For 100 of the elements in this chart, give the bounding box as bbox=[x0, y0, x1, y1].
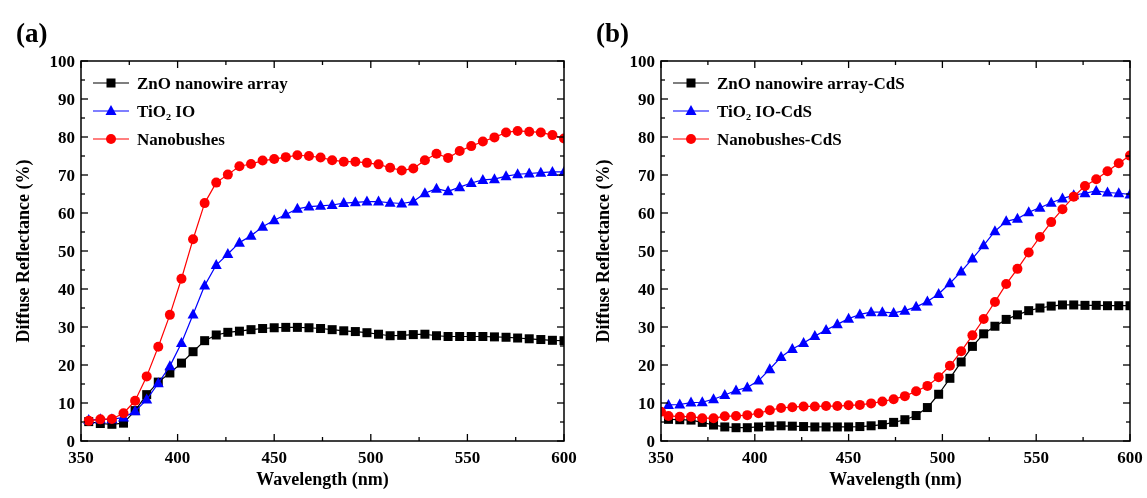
x-tick-label: 350 bbox=[648, 448, 674, 467]
point bbox=[442, 185, 454, 196]
point bbox=[967, 330, 978, 341]
point bbox=[373, 159, 384, 170]
point bbox=[176, 358, 186, 368]
point bbox=[187, 308, 199, 319]
point bbox=[674, 411, 685, 422]
x-tick-label: 400 bbox=[742, 448, 768, 467]
point bbox=[385, 162, 396, 173]
point bbox=[257, 155, 268, 166]
point bbox=[899, 304, 911, 315]
point bbox=[832, 401, 843, 412]
point bbox=[315, 199, 327, 210]
point bbox=[719, 389, 731, 400]
point bbox=[280, 152, 291, 163]
point bbox=[454, 146, 465, 157]
point bbox=[281, 322, 291, 332]
point bbox=[854, 308, 866, 319]
point bbox=[535, 127, 546, 138]
point bbox=[866, 421, 876, 431]
point bbox=[535, 166, 547, 177]
point bbox=[889, 417, 899, 427]
x-tick-label: 450 bbox=[835, 448, 862, 467]
legend-label: Nanobushes bbox=[137, 129, 226, 149]
point bbox=[396, 197, 408, 208]
point bbox=[1091, 174, 1102, 185]
point bbox=[1035, 303, 1045, 313]
y-tick-label: 80 bbox=[58, 127, 75, 147]
point bbox=[663, 398, 674, 409]
point bbox=[384, 196, 396, 207]
point bbox=[775, 351, 787, 362]
point bbox=[258, 324, 268, 334]
point bbox=[269, 154, 280, 165]
point bbox=[741, 381, 753, 392]
point bbox=[944, 360, 955, 371]
point bbox=[466, 141, 477, 152]
point bbox=[350, 327, 360, 337]
point bbox=[786, 343, 798, 354]
legend-label: ZnO nanowire array bbox=[137, 73, 289, 93]
point bbox=[443, 152, 454, 163]
point bbox=[211, 177, 222, 188]
y-tick-label: 90 bbox=[638, 89, 655, 109]
point bbox=[1000, 215, 1012, 226]
point bbox=[955, 265, 967, 276]
point bbox=[443, 332, 453, 341]
point bbox=[821, 401, 832, 412]
point bbox=[832, 422, 842, 432]
point bbox=[524, 126, 535, 137]
x-tick-label: 450 bbox=[261, 448, 287, 467]
point bbox=[222, 248, 234, 259]
point bbox=[246, 325, 256, 335]
y-tick-label: 100 bbox=[629, 51, 655, 71]
point bbox=[488, 173, 500, 184]
point bbox=[477, 136, 488, 147]
point bbox=[546, 165, 558, 176]
point bbox=[292, 322, 302, 332]
y-tick-label: 60 bbox=[58, 203, 75, 223]
y-tick-label: 0 bbox=[66, 431, 75, 451]
point bbox=[990, 321, 1000, 331]
point bbox=[820, 324, 832, 335]
point bbox=[798, 336, 810, 347]
point bbox=[685, 396, 697, 407]
chart-title: (b) bbox=[596, 18, 629, 48]
point bbox=[1057, 204, 1068, 215]
point bbox=[742, 410, 753, 421]
point bbox=[1024, 306, 1034, 316]
x-tick-label: 350 bbox=[68, 448, 94, 467]
point bbox=[465, 176, 477, 187]
point bbox=[956, 357, 966, 367]
point bbox=[326, 199, 338, 210]
point bbox=[199, 198, 210, 209]
point bbox=[1079, 181, 1090, 192]
point bbox=[233, 236, 245, 247]
point bbox=[547, 130, 558, 141]
point bbox=[316, 324, 326, 334]
x-tick-label: 550 bbox=[1023, 448, 1049, 467]
point bbox=[315, 152, 326, 163]
point bbox=[327, 325, 337, 335]
point bbox=[408, 163, 419, 174]
point bbox=[1023, 206, 1035, 217]
point bbox=[362, 328, 372, 338]
y-tick-label: 70 bbox=[58, 165, 75, 185]
point bbox=[754, 422, 764, 432]
point bbox=[876, 306, 888, 317]
point bbox=[696, 396, 708, 407]
point bbox=[933, 287, 945, 298]
point bbox=[978, 239, 990, 250]
point bbox=[141, 371, 152, 382]
point bbox=[304, 323, 314, 333]
point bbox=[1102, 301, 1112, 311]
point bbox=[1113, 187, 1125, 198]
point bbox=[524, 334, 534, 344]
point bbox=[373, 195, 385, 206]
point bbox=[922, 403, 932, 413]
point bbox=[477, 173, 489, 184]
point bbox=[419, 187, 431, 198]
y-tick-label: 90 bbox=[58, 89, 75, 109]
point bbox=[708, 393, 720, 404]
point bbox=[799, 422, 809, 432]
point bbox=[291, 202, 303, 213]
